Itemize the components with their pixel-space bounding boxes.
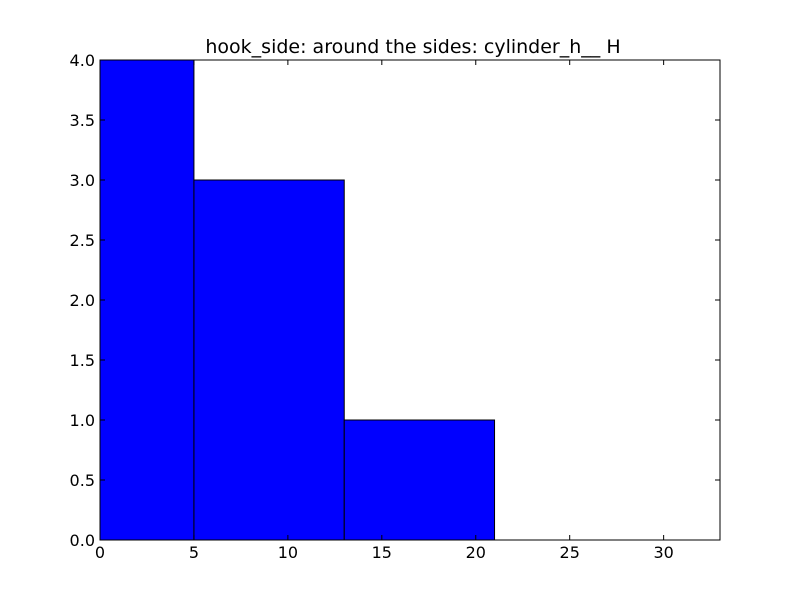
y-tick-label: 2.0 bbox=[70, 291, 95, 310]
x-tick-label: 5 bbox=[189, 543, 199, 562]
x-tick-label: 0 bbox=[95, 543, 105, 562]
x-tick-label: 25 bbox=[560, 543, 580, 562]
chart-title: hook_side: around the sides: cylinder_h_… bbox=[205, 36, 620, 58]
histogram-bar-3 bbox=[343, 419, 496, 541]
x-tick-label: 15 bbox=[372, 543, 392, 562]
y-tick-label: 3.0 bbox=[70, 171, 95, 190]
y-tick-label: 1.5 bbox=[70, 351, 95, 370]
y-tick-label: 0.0 bbox=[70, 531, 95, 550]
x-tick-label: 20 bbox=[466, 543, 486, 562]
y-tick-label: 1.0 bbox=[70, 411, 95, 430]
bars-layer bbox=[99, 59, 496, 541]
axes-frame bbox=[99, 59, 721, 541]
y-tick-label: 0.5 bbox=[70, 471, 95, 490]
x-tick-label: 10 bbox=[278, 543, 298, 562]
y-tick-label: 3.5 bbox=[70, 111, 95, 130]
y-tick-label: 2.5 bbox=[70, 231, 95, 250]
tick-labels-layer: 0 5 10 15 20 25 30 0.0 0.5 1.0 1.5 2.0 2.5 3.0 3.5 4.0 bbox=[70, 51, 674, 562]
y-tick-label: 4.0 bbox=[70, 51, 95, 70]
histogram-bar-2 bbox=[193, 179, 345, 541]
histogram-bar-1 bbox=[99, 59, 195, 541]
x-tick-label: 30 bbox=[653, 543, 673, 562]
